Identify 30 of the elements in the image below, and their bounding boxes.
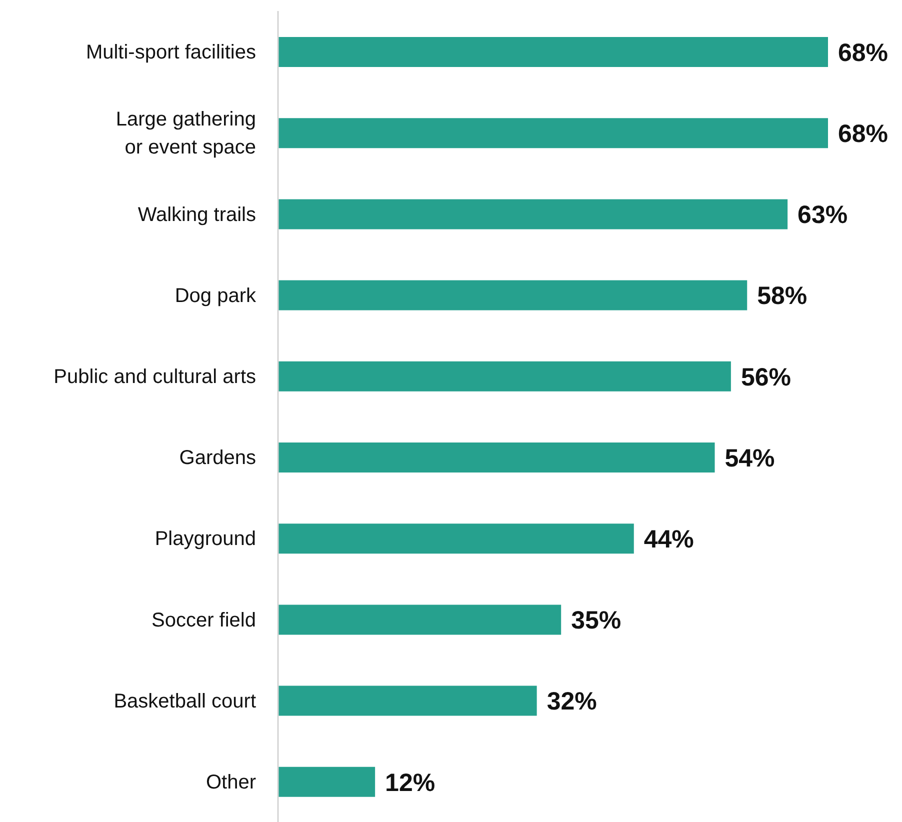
y-tick-label: Gardens (179, 447, 256, 470)
bar (278, 280, 748, 310)
data-label: 54% (724, 444, 775, 472)
bar (278, 766, 376, 797)
data-label: 58% (757, 282, 808, 310)
data-label: 44% (644, 525, 694, 554)
bar (278, 118, 828, 148)
y-tick-label: Basketball court (114, 690, 256, 712)
data-label: 56% (740, 363, 791, 392)
bar (278, 604, 562, 635)
y-tick-label: Walking trails (138, 204, 256, 226)
y-tick-label: Public and cultural arts (54, 366, 256, 388)
bar (278, 37, 828, 67)
bar (278, 199, 788, 230)
data-label: 68% (838, 120, 888, 148)
y-tick-label: Dog park (174, 284, 257, 307)
y-tick-label: Multi-sport facilities (86, 42, 256, 64)
data-label: 32% (546, 688, 597, 716)
data-label: 63% (798, 201, 848, 230)
data-label: 35% (571, 606, 622, 635)
y-tick-label: Other (206, 771, 256, 794)
bar (278, 442, 715, 472)
bar (278, 361, 731, 392)
y-tick-label: Soccer field (152, 609, 256, 632)
data-label: 12% (385, 768, 436, 797)
y-tick-label: Large gathering or event space (116, 108, 256, 159)
data-label: 68% (838, 38, 888, 67)
bar (278, 686, 537, 716)
y-tick-label: Playground (154, 528, 256, 550)
bar (278, 524, 634, 554)
